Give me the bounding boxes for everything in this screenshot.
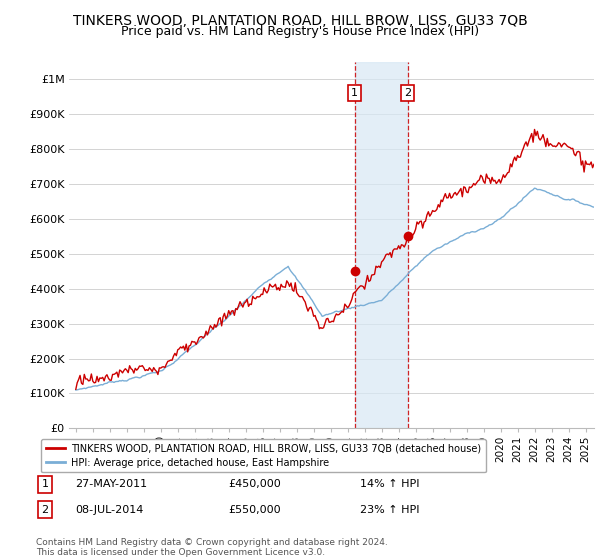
Text: 23% ↑ HPI: 23% ↑ HPI (360, 505, 419, 515)
Text: 2: 2 (404, 88, 412, 98)
Legend: TINKERS WOOD, PLANTATION ROAD, HILL BROW, LISS, GU33 7QB (detached house), HPI: : TINKERS WOOD, PLANTATION ROAD, HILL BROW… (41, 439, 486, 473)
Text: £550,000: £550,000 (228, 505, 281, 515)
Text: 1: 1 (351, 88, 358, 98)
Text: 14% ↑ HPI: 14% ↑ HPI (360, 479, 419, 489)
Text: Price paid vs. HM Land Registry's House Price Index (HPI): Price paid vs. HM Land Registry's House … (121, 25, 479, 38)
Text: 1: 1 (41, 479, 49, 489)
Text: Contains HM Land Registry data © Crown copyright and database right 2024.
This d: Contains HM Land Registry data © Crown c… (36, 538, 388, 557)
Bar (355, 62, 408, 428)
Text: 2: 2 (41, 505, 49, 515)
Text: £450,000: £450,000 (228, 479, 281, 489)
Text: 27-MAY-2011: 27-MAY-2011 (75, 479, 147, 489)
Text: 08-JUL-2014: 08-JUL-2014 (75, 505, 143, 515)
Text: TINKERS WOOD, PLANTATION ROAD, HILL BROW, LISS, GU33 7QB: TINKERS WOOD, PLANTATION ROAD, HILL BROW… (73, 14, 527, 28)
